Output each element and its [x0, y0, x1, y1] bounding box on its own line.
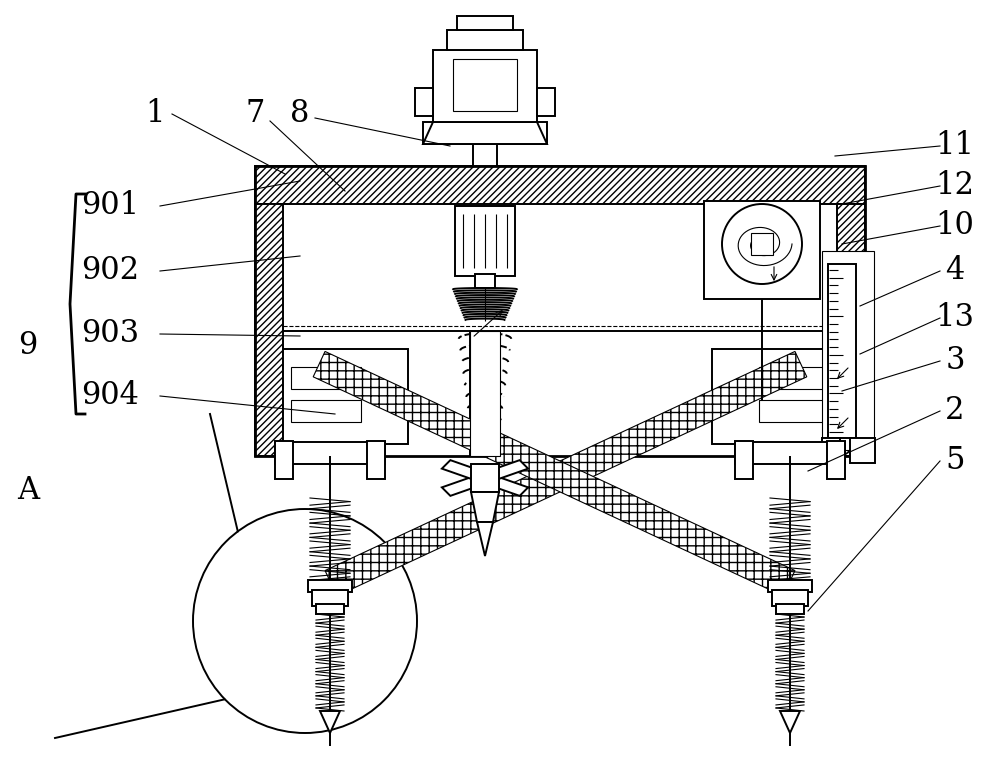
Bar	[255, 204, 283, 456]
Text: 2: 2	[945, 396, 965, 427]
Polygon shape	[481, 474, 528, 496]
Bar	[772, 590, 808, 606]
Bar	[827, 441, 845, 479]
Text: 1: 1	[145, 99, 165, 130]
Text: 3: 3	[945, 345, 965, 376]
Bar	[255, 166, 865, 204]
Bar	[768, 580, 812, 592]
Bar	[473, 144, 497, 166]
Bar	[828, 264, 856, 438]
Polygon shape	[481, 460, 528, 482]
Bar	[453, 59, 517, 111]
Polygon shape	[780, 711, 800, 733]
Bar	[316, 604, 344, 614]
Bar	[275, 442, 385, 464]
Bar	[433, 50, 537, 122]
Bar	[704, 201, 820, 299]
Polygon shape	[442, 460, 489, 482]
Bar	[415, 88, 433, 116]
Bar	[312, 590, 348, 606]
Text: 7: 7	[245, 99, 265, 130]
Circle shape	[722, 204, 802, 284]
Bar	[423, 122, 547, 144]
Bar	[735, 442, 845, 464]
Bar	[275, 441, 293, 479]
Polygon shape	[325, 352, 807, 596]
Bar	[367, 441, 385, 479]
Bar	[308, 580, 352, 592]
Text: 10: 10	[936, 210, 974, 241]
Bar	[283, 349, 408, 444]
Text: A: A	[17, 476, 39, 507]
Bar	[291, 400, 361, 422]
Polygon shape	[423, 122, 547, 144]
Bar	[735, 441, 753, 479]
Bar	[712, 349, 837, 444]
Bar	[751, 233, 773, 255]
Text: 9: 9	[18, 331, 38, 362]
Bar	[822, 251, 874, 450]
Bar	[759, 367, 829, 389]
Polygon shape	[320, 711, 340, 733]
Bar	[822, 438, 840, 463]
Polygon shape	[477, 522, 493, 556]
Bar	[850, 438, 875, 463]
Text: 4: 4	[945, 255, 965, 286]
Text: 8: 8	[290, 99, 310, 130]
Text: 13: 13	[936, 303, 975, 334]
Text: 12: 12	[936, 171, 975, 202]
Bar	[455, 206, 515, 276]
Bar	[471, 464, 499, 492]
Text: 11: 11	[936, 130, 975, 161]
Bar	[537, 88, 555, 116]
Bar	[759, 400, 829, 422]
Bar	[291, 367, 361, 389]
Text: 5: 5	[945, 445, 965, 476]
Bar	[255, 166, 865, 456]
Bar	[457, 16, 513, 30]
Text: 901: 901	[81, 190, 139, 221]
Text: 903: 903	[81, 318, 139, 349]
Polygon shape	[442, 474, 489, 496]
Polygon shape	[313, 352, 795, 596]
Bar	[447, 30, 523, 50]
Polygon shape	[471, 492, 499, 522]
Bar	[475, 274, 495, 288]
Bar	[837, 204, 865, 456]
Text: 902: 902	[81, 255, 139, 286]
Bar	[776, 604, 804, 614]
Bar	[470, 331, 500, 456]
Text: 904: 904	[81, 380, 139, 411]
